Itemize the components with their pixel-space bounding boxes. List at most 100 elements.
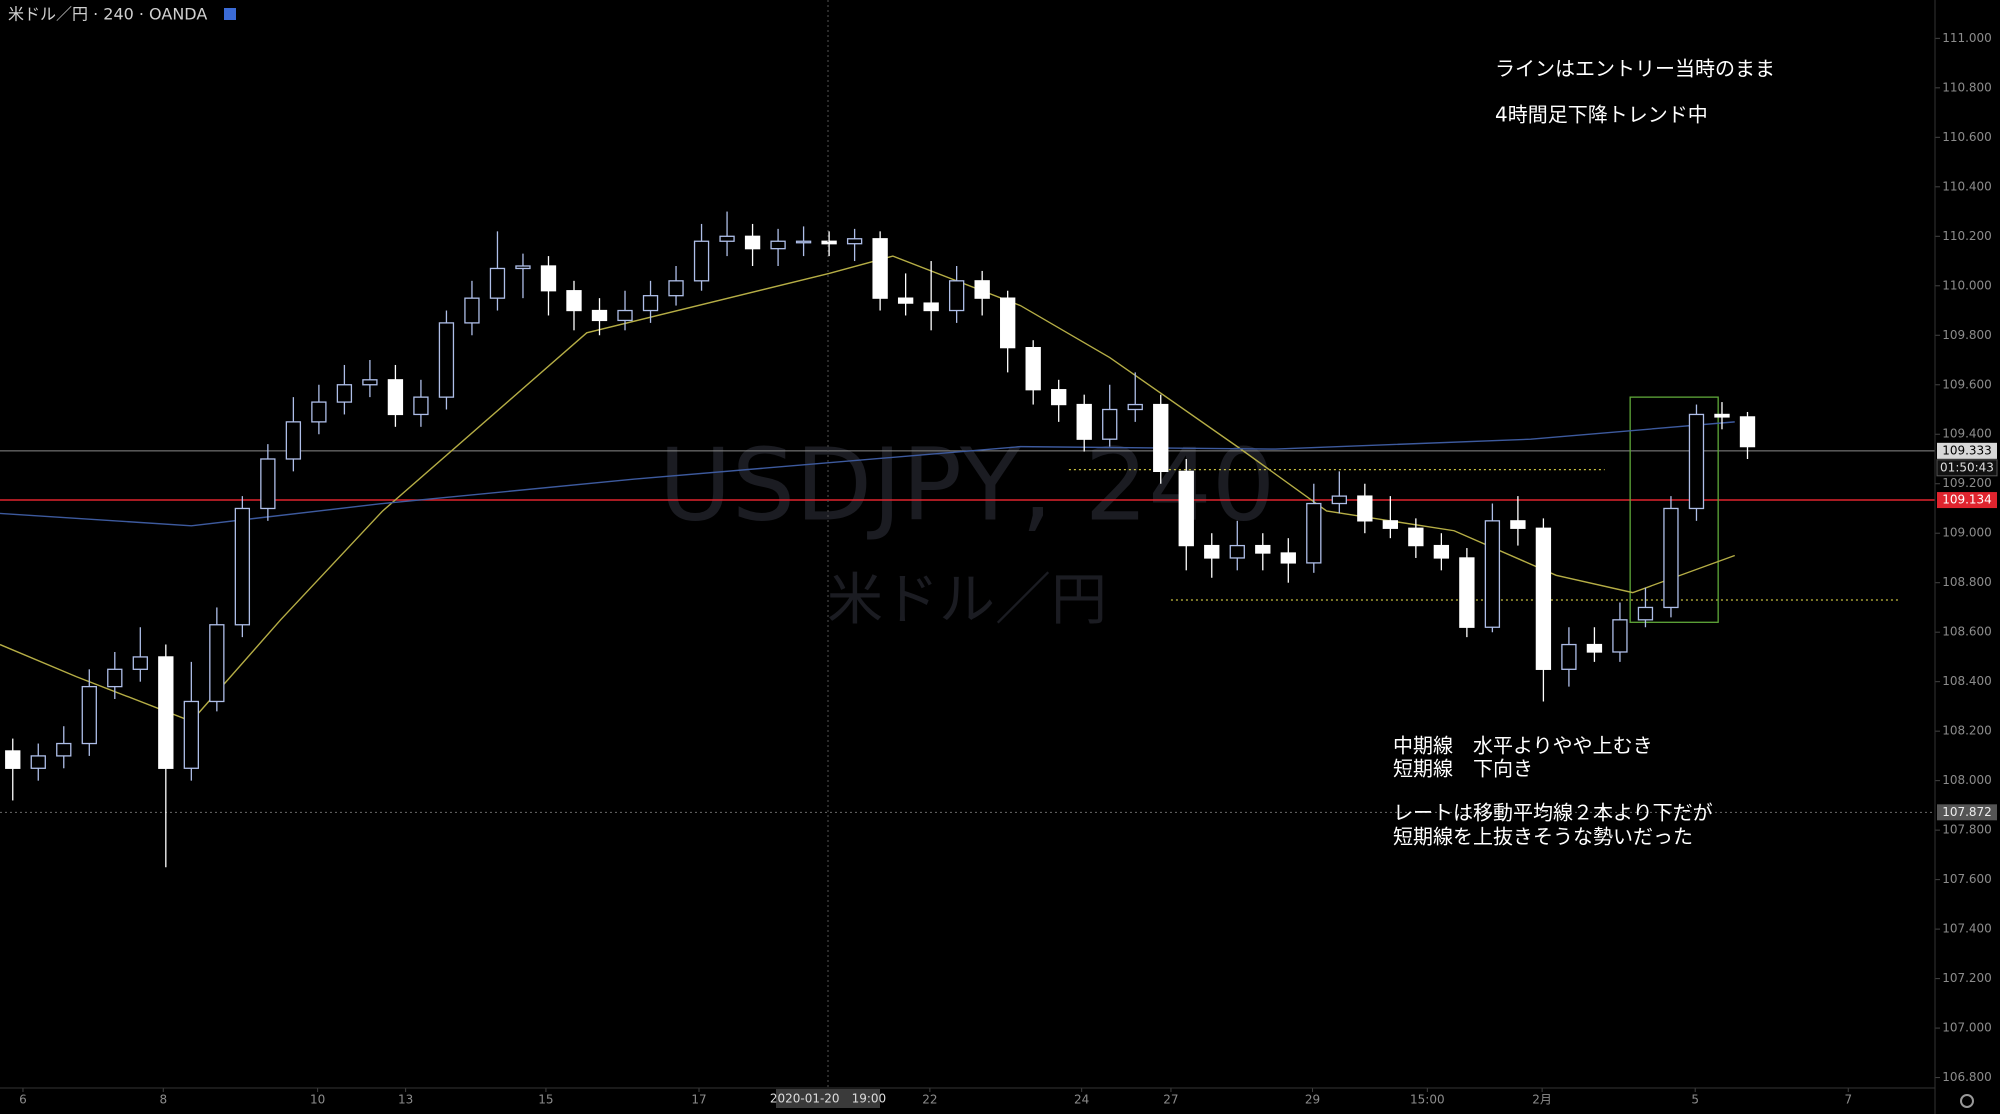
price-label: 109.134 [1942,493,1992,507]
candle-body [1459,557,1475,628]
price-label-box [1937,804,1997,821]
candle-body [1739,416,1756,448]
y-tick-label: 109.000 [1942,526,1992,540]
annotation: 4時間足下降トレンド中 [1495,103,1708,127]
candle-body [1586,643,1603,653]
candle-body [183,700,199,769]
y-tick-label: 109.400 [1942,427,1992,441]
candle-body [1025,346,1041,391]
candle-body [81,685,97,745]
candle-body [1714,413,1730,418]
y-tick-label: 110.400 [1942,179,1992,193]
y-tick-label: 110.600 [1942,130,1992,144]
y-tick-label: 111.000 [1942,31,1992,45]
x-tick-label: 22 [922,1093,937,1107]
countdown-label: 01:50:43 [1940,460,1994,474]
candle-body [362,379,378,386]
y-tick-label: 109.200 [1942,476,1992,490]
candle-body [923,302,939,312]
y-tick-label: 108.800 [1942,575,1992,589]
candle-body [56,742,72,757]
watermark-symbol: USDJPY, 240 [659,426,1276,543]
candle-body [821,240,837,245]
x-tick-label: 8 [159,1093,167,1107]
highlight-box [1629,396,1719,623]
candle-body [336,384,353,403]
annotation: 短期線 下向き [1393,757,1533,781]
candle-body [1408,527,1424,547]
candle-body [209,624,225,703]
x-tick-label: 6 [19,1093,27,1107]
candle-body [260,458,276,510]
watermark-subtitle: 米ドル／円 [827,568,1107,633]
candle-body [1484,520,1501,628]
candle-body [285,421,302,460]
candle-body [387,379,404,416]
candle-body [617,309,633,322]
candle-body [132,656,148,670]
x-tick-label: 24 [1074,1093,1089,1107]
candle-body [1229,544,1245,559]
candle-body [1280,552,1296,564]
candle-body [1127,403,1143,411]
candle-body [438,322,455,398]
flag-icon[interactable] [224,8,236,20]
price-label-box [1937,492,1997,509]
candle-body [5,750,21,769]
candle-body [693,240,710,282]
x-tick-label: 27 [1163,1093,1178,1107]
candle-body [1561,643,1577,670]
annotation: 中期線 水平よりやや上むき [1393,734,1653,758]
y-tick-label: 107.000 [1942,1021,1992,1035]
x-tick-label: 15 [538,1093,553,1107]
candle-body [489,267,506,299]
annotation: ラインはエントリー当時のまま [1495,57,1775,81]
candle-body [515,265,531,270]
candle-body [1510,520,1526,529]
candle-body [974,280,990,299]
x-tick-label: 5 [1691,1093,1699,1107]
y-tick-label: 109.600 [1942,377,1992,391]
candle-body [311,401,327,423]
y-tick-label: 107.800 [1942,823,1992,837]
countdown-box [1936,459,1998,477]
crosshair-label-box [776,1089,880,1108]
y-tick-label: 107.200 [1942,971,1992,985]
symbol-header: 米ドル／円 · 240 · OANDA [8,5,207,24]
crosshair-label: 2020-01-20 19:00 [770,1092,886,1106]
y-tick-label: 109.800 [1942,328,1992,342]
candle-body [1000,297,1016,349]
candle-body [1382,520,1399,529]
settings-icon[interactable] [1960,1094,1974,1108]
y-tick-label: 110.200 [1942,229,1992,243]
candle-body [1535,527,1552,670]
x-tick-label: 7 [1844,1093,1852,1107]
candle-body [1612,619,1628,653]
candle-body [107,668,123,688]
price-label: 107.872 [1942,805,1992,819]
candle-body [846,238,863,245]
y-tick-label: 108.400 [1942,674,1992,688]
candle-body [1331,495,1347,505]
candle-body [642,295,659,312]
candle-body [1306,502,1322,564]
candle-body [1178,470,1194,547]
candle-body [1663,507,1679,609]
candle-body [1076,403,1092,440]
candle-body [795,240,812,244]
y-tick-label: 107.600 [1942,872,1992,886]
y-tick-label: 106.800 [1942,1070,1992,1084]
price-label: 109.333 [1942,443,1992,457]
candle-body [540,265,557,292]
x-tick-label: 10 [310,1093,325,1107]
candle-body [591,309,608,322]
x-tick-label: 17 [691,1093,706,1107]
candle-body [1102,408,1118,440]
y-tick-label: 110.000 [1942,278,1992,292]
candle-body [1433,544,1450,559]
candle-body [158,656,174,769]
candle-body [1153,403,1169,473]
candle-body [1051,389,1067,406]
